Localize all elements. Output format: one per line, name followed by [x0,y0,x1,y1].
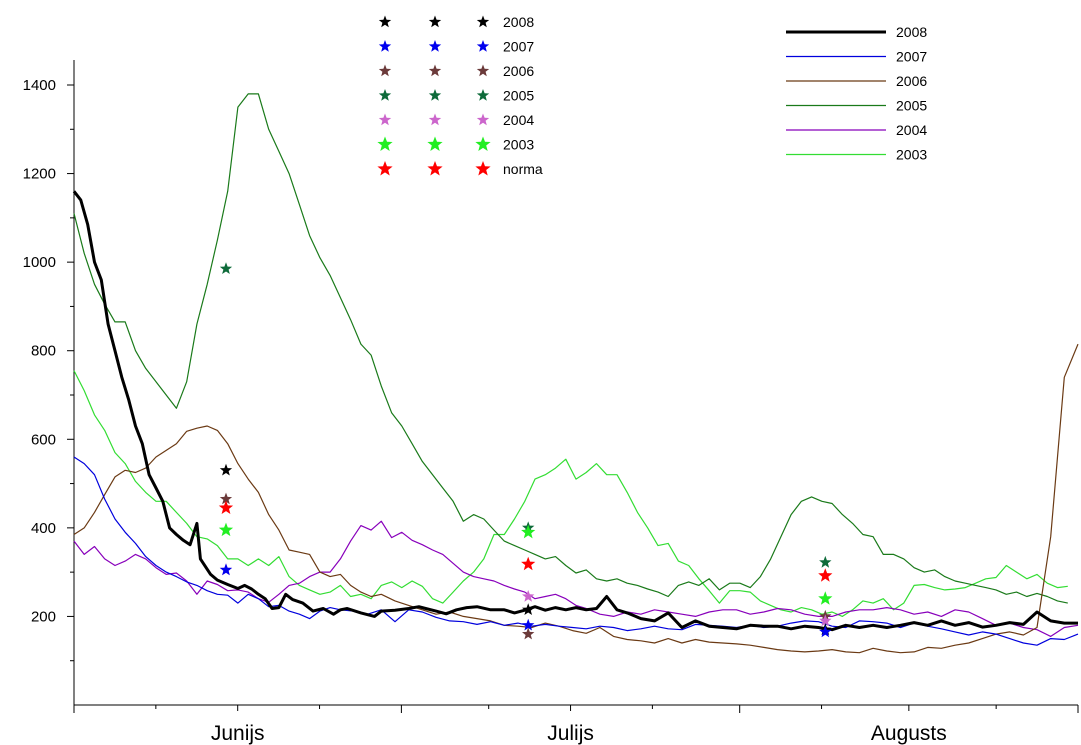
star-legend-marker [377,161,393,176]
star-legend-marker [378,113,392,126]
line-legend-label: 2004 [896,122,927,138]
series-line-2003 [73,370,1068,617]
star-legend-label: 2007 [503,39,534,55]
y-tick-label: 1000 [23,254,56,271]
star-marker-2004 [819,614,832,627]
y-tick-label: 800 [31,343,56,360]
x-month-label: Augusts [871,722,947,745]
line-legend-label: 2007 [896,49,927,65]
star-marker-2007 [219,563,233,576]
star-legend-marker [428,15,442,28]
star-marker-2003 [521,524,536,539]
star-legend: 2008 2007 2006 2005 2004 2003 norma [377,14,543,177]
y-tick-label: 400 [31,520,56,537]
star-legend-marker [475,161,491,176]
chart-axes: 200 400 600 800 1000 1200 1400 Junijs Julijs Augu… [23,60,1079,745]
y-tick-label: 1400 [23,77,56,94]
star-marker-2008 [219,463,233,476]
y-tick-label: 600 [31,431,56,448]
star-legend-marker [378,15,392,28]
series-line-2004 [73,520,1079,637]
line-legend-label: 2003 [896,147,927,163]
star-legend-label: 2005 [503,88,534,104]
series-line-2006 [73,343,1079,654]
star-marker-norma [818,568,833,582]
star-legend-marker [476,15,490,28]
chart-star-markers [218,262,833,640]
star-marker-norma [521,556,536,571]
star-legend-marker [428,89,442,101]
line-legend: 2008 2007 2006 2005 2004 2003 [786,24,927,163]
series-line-2007 [73,456,1079,646]
star-legend-marker [428,40,442,52]
x-month-label: Julijs [547,722,594,745]
star-legend-marker [378,40,392,52]
star-marker-2007 [522,618,535,631]
star-marker-2003 [218,522,234,537]
series-line-2008 [72,190,1078,632]
y-tick-label: 1200 [23,166,56,183]
star-marker-norma [218,500,234,514]
line-legend-label: 2008 [896,24,927,40]
star-marker-2006 [522,627,535,640]
line-legend-label: 2006 [896,73,927,89]
star-legend-label: 2003 [503,137,534,153]
star-marker-2008 [522,603,535,615]
star-legend-marker [427,136,443,151]
star-legend-marker [377,136,393,151]
y-tick-label: 200 [31,608,56,625]
star-legend-label: 2004 [503,112,534,128]
star-marker-2005 [819,555,832,568]
star-legend-label: 2006 [503,63,534,79]
star-legend-label: norma [503,161,543,177]
star-legend-marker [476,40,490,52]
series-line-2005 [73,93,1068,604]
star-legend-marker [378,64,392,77]
star-marker-2004 [522,590,535,602]
star-legend-marker [378,89,392,101]
star-legend-marker [476,113,490,126]
star-marker-2005 [219,262,233,274]
star-legend-label: 2008 [503,14,534,30]
star-marker-2003 [818,591,833,605]
star-legend-marker [476,89,490,101]
star-legend-marker [476,64,490,77]
star-legend-marker [428,113,442,126]
star-legend-marker [427,161,443,176]
star-legend-marker [475,136,491,151]
x-month-label: Junijs [211,722,265,745]
chart-series-lines [72,93,1079,654]
star-legend-marker [428,64,442,77]
star-marker-2007 [819,625,832,638]
line-legend-label: 2005 [896,98,927,114]
star-marker-2006 [219,492,233,505]
